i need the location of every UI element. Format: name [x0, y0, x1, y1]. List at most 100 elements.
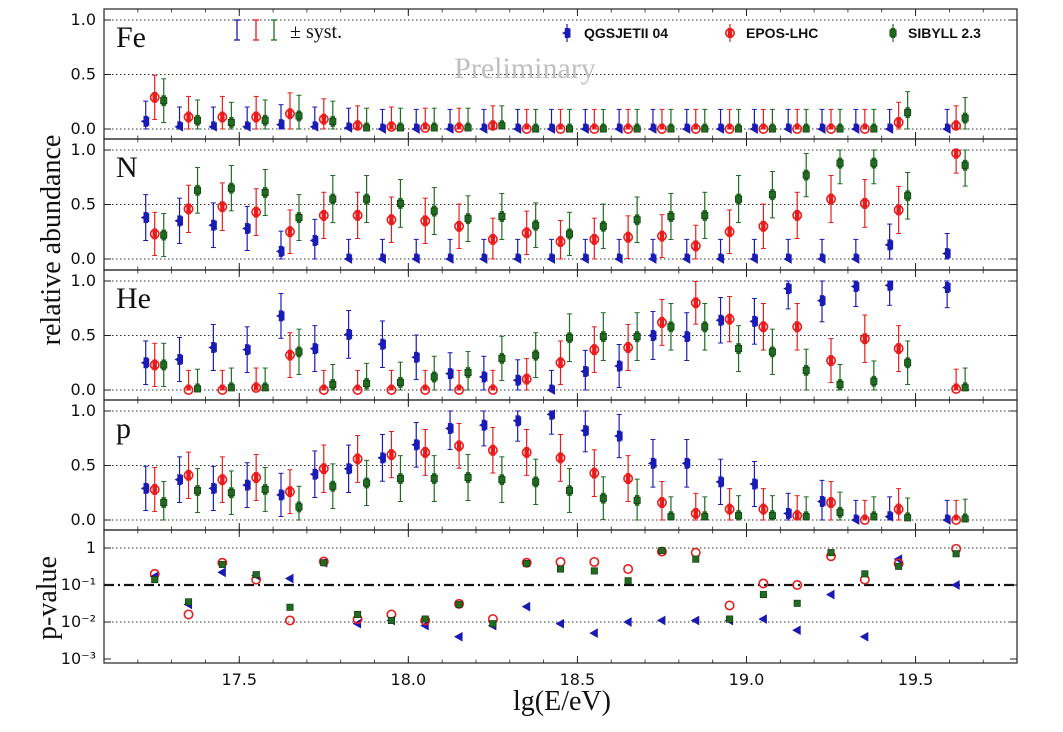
series-n-epos-lhc — [149, 148, 962, 260]
pvalue-point — [555, 556, 566, 567]
data-point — [194, 186, 202, 194]
data-point — [487, 384, 498, 395]
syst-band — [828, 497, 834, 509]
data-point — [783, 124, 792, 134]
syst-band — [862, 514, 868, 520]
data-point — [826, 497, 837, 508]
data-point — [411, 439, 420, 450]
y-tick-label: 10⁻² — [61, 612, 96, 631]
data-point — [498, 212, 506, 220]
data-point — [792, 510, 803, 521]
syst-band — [355, 120, 360, 129]
series-p-sibyll-2-3 — [160, 453, 969, 523]
data-point — [521, 124, 532, 135]
syst-legend-label: ± syst. — [290, 21, 342, 43]
syst-band — [761, 503, 766, 515]
data-point — [589, 234, 600, 245]
data-point — [521, 227, 532, 238]
data-point — [478, 372, 488, 382]
pvalue-point — [217, 567, 226, 578]
syst-band — [953, 150, 959, 159]
syst-band — [795, 209, 800, 221]
pvalue-point — [859, 631, 869, 642]
syst-band — [186, 469, 191, 481]
data-point — [656, 124, 667, 135]
syst-band — [355, 384, 360, 390]
series-p-epos-lhc — [149, 422, 962, 525]
data-point — [454, 440, 465, 451]
syst-band — [253, 472, 259, 483]
data-point — [701, 513, 709, 521]
syst-band — [220, 111, 225, 123]
data-point — [478, 124, 488, 134]
data-point — [352, 453, 363, 464]
data-point — [904, 514, 912, 522]
data-point — [487, 234, 498, 245]
y-tick-label: 10⁻¹ — [61, 575, 96, 594]
data-point — [512, 124, 522, 134]
pvalue-point — [218, 560, 226, 568]
data-point — [512, 415, 522, 426]
pvalue-point — [624, 577, 632, 585]
data-point — [329, 195, 337, 203]
syst-band — [693, 297, 698, 309]
data-point — [884, 511, 894, 522]
pvalue-point — [556, 565, 564, 573]
data-point — [420, 447, 431, 458]
pvalue-series-sibyll-2-3 — [151, 547, 960, 628]
pvalue-point — [589, 556, 600, 567]
data-point — [893, 204, 904, 215]
y-tick-label: 1.0 — [71, 401, 96, 420]
syst-band — [152, 484, 157, 495]
data-point — [735, 125, 743, 133]
data-point — [532, 478, 540, 486]
data-point — [951, 514, 962, 525]
data-point — [758, 124, 769, 135]
data-point — [749, 124, 758, 134]
data-point — [194, 487, 202, 495]
pvalue-point — [658, 547, 666, 555]
data-point — [386, 121, 397, 132]
pvalue-point — [523, 560, 531, 568]
pvalue-point — [690, 547, 701, 558]
legend-marker-epos-lhc — [724, 27, 735, 38]
data-point — [690, 297, 701, 308]
pvalue-point — [951, 580, 960, 590]
data-point — [589, 344, 600, 355]
syst-band — [321, 463, 326, 475]
syst-band — [253, 382, 259, 390]
y-tick-label: 10⁻³ — [61, 649, 96, 668]
syst-band — [558, 452, 563, 464]
data-point — [758, 504, 769, 515]
data-point — [512, 254, 522, 264]
data-point — [318, 114, 329, 125]
data-point — [411, 352, 420, 363]
pvalue-point — [656, 615, 666, 626]
data-point — [396, 199, 404, 207]
legend-marker-sibyll-2-3 — [889, 29, 897, 37]
y-tick-label: 0.0 — [71, 510, 96, 529]
pvalue-point — [455, 600, 463, 608]
syst-band — [592, 467, 597, 479]
data-point — [208, 121, 217, 132]
data-point — [329, 117, 337, 125]
syst-band — [761, 123, 766, 129]
data-point — [377, 453, 386, 463]
data-point — [802, 125, 810, 133]
data-point — [850, 515, 860, 525]
data-point — [445, 124, 454, 134]
data-point — [295, 214, 303, 222]
data-point — [363, 379, 371, 387]
syst-band — [896, 204, 901, 216]
data-point — [951, 383, 962, 394]
data-point — [817, 254, 826, 264]
syst-band — [355, 209, 360, 221]
syst-band — [558, 123, 563, 129]
data-point — [386, 214, 397, 225]
pvalue-point — [952, 550, 960, 558]
pvalue-point — [286, 603, 294, 611]
syst-band — [761, 220, 766, 232]
data-point — [411, 254, 420, 264]
data-point — [284, 108, 295, 119]
syst-band — [795, 123, 800, 129]
